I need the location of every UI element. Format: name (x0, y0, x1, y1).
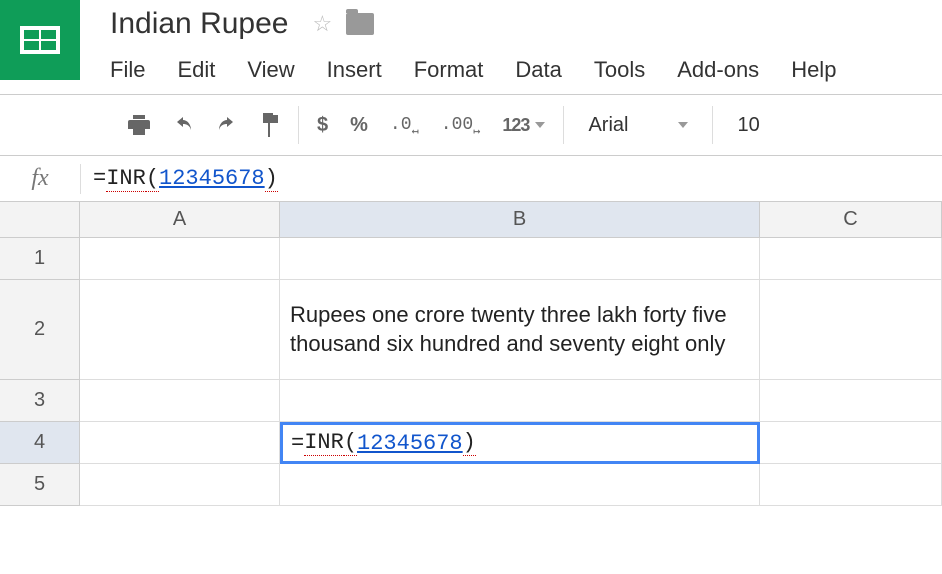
redo-icon[interactable] (216, 117, 238, 133)
app-logo[interactable] (0, 0, 80, 80)
menu-bar: File Edit View Insert Format Data Tools … (110, 48, 942, 92)
menu-data[interactable]: Data (515, 57, 561, 83)
font-size-value: 10 (737, 114, 759, 136)
percent-button[interactable]: % (350, 114, 368, 137)
font-size-select[interactable]: 10 (713, 114, 783, 137)
row-header-2[interactable]: 2 (0, 280, 80, 380)
chevron-down-icon (678, 122, 688, 128)
row-header-1[interactable]: 1 (0, 238, 80, 280)
cell-b1[interactable] (280, 238, 760, 280)
menu-help[interactable]: Help (791, 57, 836, 83)
font-name: Arial (588, 114, 628, 137)
cell-a4[interactable] (80, 422, 280, 464)
document-title[interactable]: Indian Rupee (110, 7, 288, 41)
menu-addons[interactable]: Add-ons (677, 57, 759, 83)
menu-format[interactable]: Format (414, 57, 484, 83)
cell-a5[interactable] (80, 464, 280, 506)
menu-file[interactable]: File (110, 57, 145, 83)
cell-c3[interactable] (760, 380, 942, 422)
cell-c1[interactable] (760, 238, 942, 280)
undo-icon[interactable] (172, 117, 194, 133)
chevron-down-icon (535, 122, 545, 128)
fx-label: fx (0, 165, 80, 192)
number-format-button[interactable]: 123 (502, 115, 545, 136)
folder-icon[interactable] (346, 13, 374, 35)
paint-format-icon[interactable] (260, 113, 280, 137)
cell-c4[interactable] (760, 422, 942, 464)
col-header-c[interactable]: C (760, 202, 942, 238)
increase-decimal-button[interactable]: .00↦ (441, 115, 481, 135)
cell-b5[interactable] (280, 464, 760, 506)
cell-a1[interactable] (80, 238, 280, 280)
decrease-decimal-button[interactable]: .0↤ (390, 115, 419, 135)
row-header-3[interactable]: 3 (0, 380, 80, 422)
font-select[interactable]: Arial (564, 114, 712, 137)
select-all-corner[interactable] (0, 202, 80, 238)
menu-edit[interactable]: Edit (177, 57, 215, 83)
menu-tools[interactable]: Tools (594, 57, 645, 83)
col-header-b[interactable]: B (280, 202, 760, 238)
sheets-icon (20, 26, 60, 54)
star-icon[interactable]: ☆ (312, 11, 332, 37)
cell-a2[interactable] (80, 280, 280, 380)
currency-button[interactable]: $ (317, 114, 328, 137)
formula-bar[interactable]: =INR(12345678) (81, 166, 278, 191)
menu-insert[interactable]: Insert (327, 57, 382, 83)
spreadsheet-grid: A B C 1 2 Rupees one crore twenty three … (0, 202, 942, 506)
toolbar: $ % .0↤ .00↦ 123 Arial 10 (0, 94, 942, 156)
cell-b2[interactable]: Rupees one crore twenty three lakh forty… (280, 280, 760, 380)
row-header-5[interactable]: 5 (0, 464, 80, 506)
menu-view[interactable]: View (247, 57, 294, 83)
cell-a3[interactable] (80, 380, 280, 422)
col-header-a[interactable]: A (80, 202, 280, 238)
cell-c5[interactable] (760, 464, 942, 506)
cell-b4-active[interactable]: =INR(12345678) (280, 422, 760, 464)
cell-c2[interactable] (760, 280, 942, 380)
print-icon[interactable] (128, 115, 150, 135)
row-header-4[interactable]: 4 (0, 422, 80, 464)
cell-b3[interactable] (280, 380, 760, 422)
